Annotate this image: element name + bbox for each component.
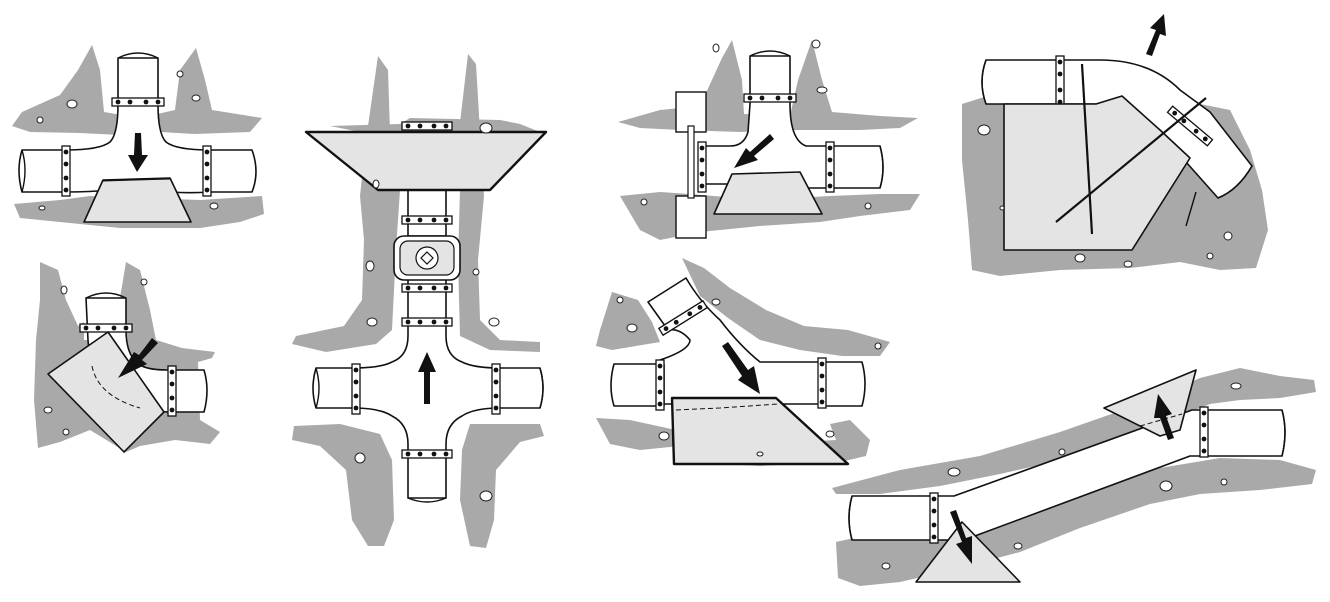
- thrust-block: [304, 130, 548, 192]
- panel-tee-with-base-block: [12, 45, 264, 228]
- thrust-arrow: [128, 133, 148, 172]
- pipe-flange: [351, 363, 361, 415]
- soil-mass: [458, 54, 540, 352]
- panel-tee-with-block-and-tie-rods: [618, 39, 920, 240]
- pipe-flange: [1199, 406, 1209, 458]
- thrust-arrow: [418, 352, 436, 404]
- soil-mass: [832, 368, 1316, 494]
- thrust-block: [713, 171, 823, 215]
- pipe-flange: [79, 323, 133, 333]
- pipe-flange: [401, 449, 453, 459]
- thrust-arrow: [118, 338, 158, 378]
- thrust-block: [670, 396, 850, 466]
- vertical-pipe: [407, 187, 447, 237]
- thrust-arrow: [734, 134, 774, 168]
- thrust-arrow: [722, 342, 760, 394]
- pipe-flange: [401, 215, 453, 225]
- soil-mass: [460, 424, 544, 548]
- thrust-block: [1103, 369, 1197, 437]
- panel-bend-with-angled-block: [34, 262, 220, 453]
- pipe-flange: [401, 317, 453, 327]
- thrust-arrow: [1154, 394, 1174, 440]
- pipe-flange: [825, 141, 835, 193]
- thrust-block: [83, 177, 192, 223]
- pipe-flange: [655, 359, 665, 411]
- pipe-flange: [743, 93, 797, 103]
- pipe-flange: [657, 299, 709, 337]
- pipe-flange: [817, 357, 827, 409]
- horizontal-pipe: [819, 361, 866, 407]
- panel-cross-with-hydrant-and-top-block: [292, 54, 548, 548]
- tie-rod-assembly: [1055, 63, 1207, 235]
- soil-mass: [12, 45, 262, 135]
- pipe-flange: [697, 141, 707, 193]
- panel-vertical-bend-with-block-and-tie-rods: [962, 14, 1268, 276]
- soil-mass: [682, 258, 890, 356]
- soil-mass: [292, 424, 394, 546]
- hidden-pipe-outline: [675, 403, 779, 411]
- hidden-pipe-outline: [91, 365, 141, 409]
- panel-angled-branch-with-trapezoid-block: [596, 258, 890, 466]
- valve-box: [393, 235, 461, 281]
- pipe-flange: [491, 363, 501, 415]
- pipe-flange: [1166, 105, 1214, 147]
- pipe-flange: [1055, 55, 1065, 109]
- thrust-block: [1003, 95, 1191, 251]
- hidden-pipe-outline: [1139, 413, 1183, 427]
- pipe-flange: [111, 97, 165, 107]
- thrust-arrow: [950, 510, 972, 564]
- thrust-arrow: [1146, 14, 1166, 56]
- pipe-flange: [202, 145, 212, 197]
- pipe-flange: [61, 145, 71, 197]
- pipe-flange: [401, 121, 453, 131]
- tie-rod-assembly: [675, 91, 707, 239]
- thrust-block: [47, 331, 165, 453]
- panel-offset-bends-with-two-blocks: [832, 368, 1316, 586]
- pipe-flange: [929, 492, 939, 544]
- pipe-flange: [167, 365, 177, 417]
- soil-mass: [596, 292, 660, 350]
- soil-mass: [292, 56, 400, 352]
- pipe-flange: [401, 283, 453, 293]
